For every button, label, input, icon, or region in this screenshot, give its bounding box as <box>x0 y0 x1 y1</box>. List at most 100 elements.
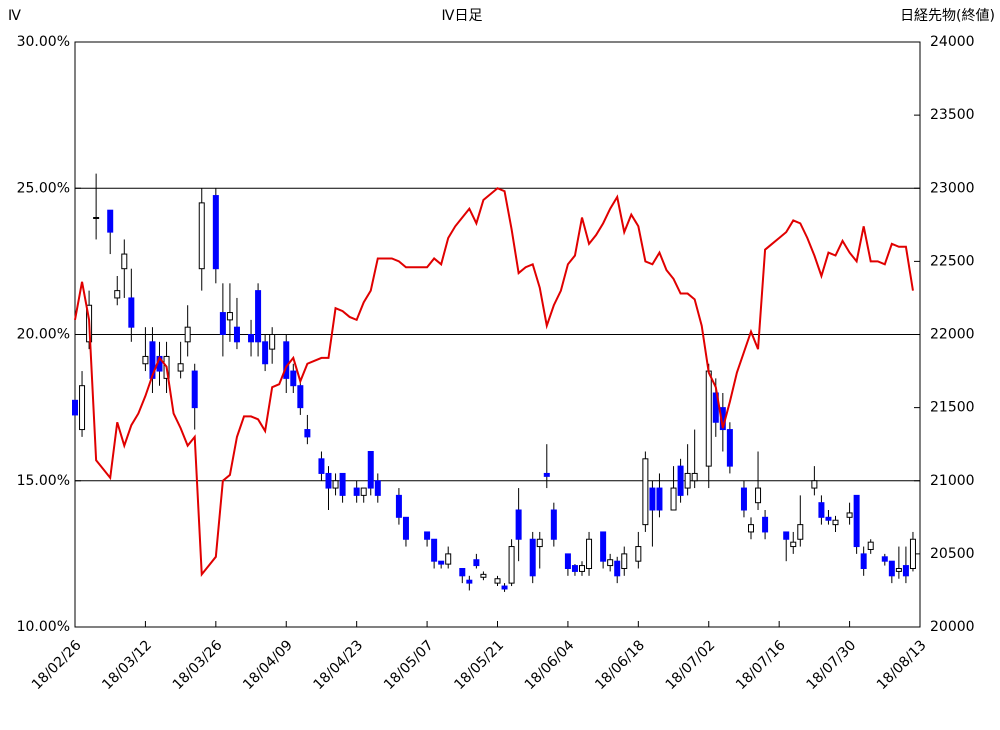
candle-body <box>656 487 663 511</box>
candle-body <box>283 341 290 379</box>
candle-body <box>501 585 508 590</box>
candle-body <box>579 565 585 572</box>
candle-body <box>304 429 311 438</box>
candle-body <box>494 578 501 584</box>
candle-body <box>269 334 276 350</box>
y-tick-label: 15.00% <box>17 473 70 489</box>
x-tick-label: 18/04/09 <box>240 637 296 693</box>
y2-tick-label: 21500 <box>930 400 975 416</box>
y2-tick-label: 24000 <box>930 34 975 50</box>
candle-body <box>431 538 438 562</box>
candle-body <box>198 202 205 270</box>
candle-body <box>705 370 712 467</box>
candle-body <box>740 487 747 511</box>
candle-body <box>438 560 445 565</box>
y2-tick-label: 21000 <box>930 473 975 489</box>
candle-body <box>184 326 191 343</box>
candle-body <box>677 465 684 496</box>
candle-body <box>395 494 402 518</box>
candle-body <box>353 487 360 496</box>
y2-tick-label: 20500 <box>930 546 975 562</box>
candle-body <box>642 458 649 526</box>
candle-body <box>811 480 818 489</box>
candle-body <box>790 541 797 548</box>
candle-body <box>128 297 135 328</box>
candle-body <box>529 538 536 577</box>
candle-body <box>543 472 550 477</box>
x-tick-label: 18/06/18 <box>592 637 648 693</box>
candle-body <box>226 312 233 321</box>
candle-body <box>536 538 543 548</box>
candle-body <box>762 516 769 533</box>
x-tick-label: 18/06/04 <box>522 637 578 693</box>
candle-body <box>318 458 325 474</box>
candle-body <box>297 385 304 409</box>
candle-body <box>684 472 691 489</box>
iv-line <box>74 187 914 578</box>
candle-body <box>290 370 297 387</box>
candle-body <box>825 516 832 521</box>
candle-body <box>691 472 698 482</box>
chart-title: Ⅳ日足 <box>442 8 483 24</box>
candle-body <box>459 568 466 577</box>
candle-body <box>114 290 121 299</box>
candle-body <box>212 195 219 270</box>
candle-body <box>860 553 867 569</box>
candle-body <box>473 559 480 567</box>
candle-body <box>888 560 895 577</box>
candle-body <box>726 429 733 467</box>
candle-body <box>191 370 198 409</box>
candle-body <box>107 209 114 233</box>
candle-body <box>402 516 409 540</box>
candle-body <box>93 217 100 219</box>
candle-body <box>248 334 255 343</box>
candle-body <box>219 312 226 335</box>
candle-body <box>339 472 346 496</box>
x-tick-label: 18/07/16 <box>733 637 789 693</box>
x-tick-label: 18/04/23 <box>311 637 367 693</box>
candle-body <box>902 565 909 577</box>
x-tick-label: 18/07/30 <box>803 637 859 693</box>
y2-tick-label: 22000 <box>930 327 975 343</box>
x-tick-label: 18/02/26 <box>29 637 85 693</box>
candle-body <box>466 579 473 584</box>
candle-body <box>325 472 332 489</box>
y-tick-label: 10.00% <box>17 619 70 635</box>
x-tick-label: 18/08/13 <box>874 637 930 693</box>
candle-body <box>571 565 578 572</box>
candle-body <box>600 531 607 562</box>
candle-body <box>614 560 621 577</box>
y2-tick-label: 23500 <box>930 107 975 123</box>
candle-body <box>121 253 128 270</box>
candle-body <box>255 290 262 343</box>
candle-body <box>846 512 853 518</box>
candle-body <box>515 509 522 540</box>
candle-body <box>142 355 149 365</box>
candle-body <box>480 573 487 578</box>
candle-body <box>445 553 452 565</box>
candle-body <box>909 538 916 569</box>
candle-body <box>783 531 790 540</box>
y-tick-label: 20.00% <box>17 327 70 343</box>
x-tick-label: 18/03/26 <box>170 637 226 693</box>
candle-body <box>424 531 431 540</box>
x-tick-label: 18/05/21 <box>451 637 507 693</box>
x-tick-label: 18/03/12 <box>99 637 155 693</box>
y2-tick-label: 20000 <box>930 619 975 635</box>
candle-body <box>832 519 839 526</box>
candle-body <box>649 487 656 511</box>
y2-axis-label: 日経先物(終値) <box>900 8 995 24</box>
candle-body <box>508 546 515 584</box>
candle-body <box>332 480 339 489</box>
candle-body <box>755 487 762 504</box>
y2-tick-label: 22500 <box>930 253 975 269</box>
candle-body <box>748 524 754 533</box>
y2-tick-label: 23000 <box>930 180 975 196</box>
candle-body <box>895 568 902 572</box>
x-tick-label: 18/05/07 <box>381 637 437 693</box>
candle-body <box>177 363 184 372</box>
x-tick-label: 18/07/02 <box>663 637 719 693</box>
candle-body <box>670 487 677 511</box>
candle-body <box>550 509 557 540</box>
